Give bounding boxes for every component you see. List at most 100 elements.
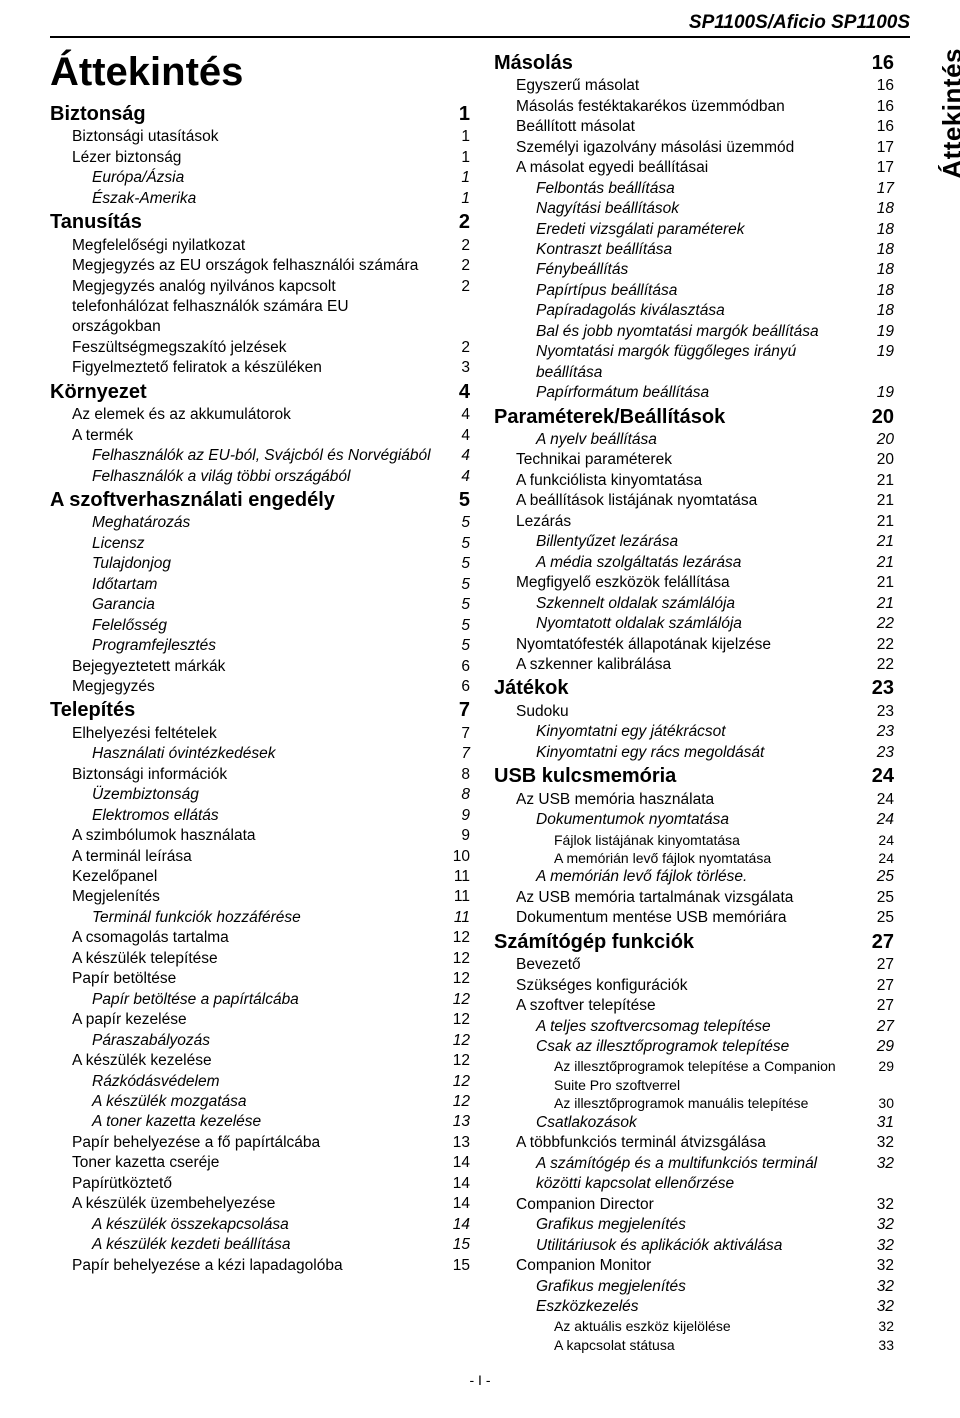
toc-row: Üzembiztonság8: [50, 785, 470, 805]
toc-label: Bevezető: [494, 955, 866, 975]
toc-row: A szimbólumok használata9: [50, 826, 470, 846]
toc-page-number: 23: [866, 722, 894, 742]
toc-row: Nyomtatófesték állapotának kijelzése22: [494, 635, 894, 655]
toc-page-number: 5: [442, 534, 470, 554]
toc-row: Garancia5: [50, 595, 470, 615]
toc-row: Companion Director32: [494, 1195, 894, 1215]
toc-page-number: 32: [866, 1256, 894, 1276]
toc-page-number: 19: [866, 322, 894, 342]
toc-label: Dokumentumok nyomtatása: [494, 810, 866, 830]
toc-page-number: 32: [866, 1195, 894, 1215]
toc-label: Toner kazetta cseréje: [50, 1153, 442, 1173]
toc-page-number: 23: [866, 675, 894, 701]
toc-row: Fájlok listájának kinyomtatása24: [494, 831, 894, 849]
toc-label: Companion Director: [494, 1195, 866, 1215]
toc-label: Papírütköztető: [50, 1174, 442, 1194]
toc-row: Játékok23: [494, 675, 894, 701]
toc-label: A funkciólista kinyomtatása: [494, 471, 866, 491]
toc-label: Időtartam: [50, 575, 442, 595]
toc-page-number: 6: [442, 677, 470, 697]
toc-row: A készülék üzembehelyezése14: [50, 1194, 470, 1214]
toc-row: Feszültségmegszakító jelzések2: [50, 338, 470, 358]
toc-page-number: 30: [866, 1094, 894, 1112]
toc-row: Időtartam5: [50, 575, 470, 595]
toc-label: Grafikus megjelenítés: [494, 1277, 866, 1297]
toc-label: Papír betöltése a papírtálcába: [50, 990, 442, 1010]
toc-label: Figyelmeztető feliratok a készüléken: [50, 358, 442, 378]
toc-label: Másolás: [494, 50, 866, 76]
toc-page-number: 21: [866, 594, 894, 614]
toc-page-number: 18: [866, 199, 894, 219]
toc-label: A szimbólumok használata: [50, 826, 442, 846]
toc-row: Az illesztőprogramok telepítése a Compan…: [494, 1057, 894, 1094]
toc-label: Kezelőpanel: [50, 867, 442, 887]
toc-label: A készülék kezdeti beállítása: [50, 1235, 442, 1255]
toc-row: Az aktuális eszköz kijelölése32: [494, 1317, 894, 1335]
toc-page-number: 27: [866, 996, 894, 1016]
toc-row: Sudoku23: [494, 702, 894, 722]
toc-page-number: 1: [442, 101, 470, 127]
toc-page-number: 18: [866, 260, 894, 280]
toc-page-number: 20: [866, 404, 894, 430]
toc-row: Biztonsági utasítások1: [50, 127, 470, 147]
toc-page-number: 9: [442, 826, 470, 846]
toc-row: Telepítés7: [50, 697, 470, 723]
page: SP1100S/Aficio SP1100S Áttekintés Átteki…: [0, 0, 960, 1418]
toc-label: Felhasználók a világ többi országából: [50, 467, 442, 487]
toc-label: Használati óvintézkedések: [50, 744, 442, 764]
toc-row: Megjegyzés6: [50, 677, 470, 697]
toc-row: Lézer biztonság1: [50, 148, 470, 168]
toc-row: Az USB memória tartalmának vizsgálata25: [494, 888, 894, 908]
toc-label: Eszközkezelés: [494, 1297, 866, 1317]
toc-label: Fénybeállítás: [494, 260, 866, 280]
toc-row: Papír behelyezése a kézi lapadagolóba15: [50, 1256, 470, 1276]
toc-row: A számítógép és a multifunkciós terminál…: [494, 1154, 894, 1195]
toc-row: Eredeti vizsgálati paraméterek18: [494, 220, 894, 240]
header-divider: [50, 36, 910, 38]
toc-row: A teljes szoftvercsomag telepítése27: [494, 1017, 894, 1037]
toc-label: Meghatározás: [50, 513, 442, 533]
toc-row: Utilitáriusok és aplikációk aktiválása32: [494, 1236, 894, 1256]
toc-label: A beállítások listájának nyomtatása: [494, 491, 866, 511]
toc-page-number: 19: [866, 383, 894, 403]
toc-page-number: 24: [866, 790, 894, 810]
toc-row: Megjegyzés analóg nyilvános kapcsolt tel…: [50, 277, 470, 338]
toc-row: Papír betöltése a papírtálcába12: [50, 990, 470, 1010]
toc-row: A készülék kezdeti beállítása15: [50, 1235, 470, 1255]
toc-label: Észak-Amerika: [50, 189, 442, 209]
toc-label: A csomagolás tartalma: [50, 928, 442, 948]
toc-row: Megfigyelő eszközök felállítása21: [494, 573, 894, 593]
toc-row: Számítógép funkciók27: [494, 929, 894, 955]
toc-label: Grafikus megjelenítés: [494, 1215, 866, 1235]
toc-label: Rázkódásvédelem: [50, 1072, 442, 1092]
toc-label: Személyi igazolvány másolási üzemmód: [494, 138, 866, 158]
toc-page-number: 15: [442, 1256, 470, 1276]
toc-label: Biztonsági utasítások: [50, 127, 442, 147]
toc-row: Fénybeállítás18: [494, 260, 894, 280]
toc-label: A szkenner kalibrálása: [494, 655, 866, 675]
toc-label: Európa/Ázsia: [50, 168, 442, 188]
toc-row: Eszközkezelés32: [494, 1297, 894, 1317]
toc-label: Fájlok listájának kinyomtatása: [494, 831, 866, 849]
toc-row: Felhasználók a világ többi országából4: [50, 467, 470, 487]
toc-row: Papírtípus beállítása18: [494, 281, 894, 301]
toc-row: Papírütköztető14: [50, 1174, 470, 1194]
toc-label: Utilitáriusok és aplikációk aktiválása: [494, 1236, 866, 1256]
toc-page-number: 14: [442, 1215, 470, 1235]
toc-page-number: 32: [866, 1277, 894, 1297]
toc-page-number: 5: [442, 595, 470, 615]
toc-page-number: 14: [442, 1153, 470, 1173]
toc-page-number: 11: [442, 867, 470, 887]
toc-label: A készülék kezelése: [50, 1051, 442, 1071]
toc-label: Terminál funkciók hozzáférése: [50, 908, 442, 928]
toc-page-number: 21: [866, 491, 894, 511]
toc-page-number: 12: [442, 928, 470, 948]
toc-row: Bejegyeztetett márkák6: [50, 657, 470, 677]
toc-label: Feszültségmegszakító jelzések: [50, 338, 442, 358]
toc-label: Az illesztőprogramok telepítése a Compan…: [494, 1057, 866, 1094]
toc-row: Szükséges konfigurációk27: [494, 976, 894, 996]
toc-row: Programfejlesztés5: [50, 636, 470, 656]
toc-label: Az elemek és az akkumulátorok: [50, 405, 442, 425]
toc-label: A kapcsolat státusa: [494, 1336, 866, 1354]
toc-label: Technikai paraméterek: [494, 450, 866, 470]
